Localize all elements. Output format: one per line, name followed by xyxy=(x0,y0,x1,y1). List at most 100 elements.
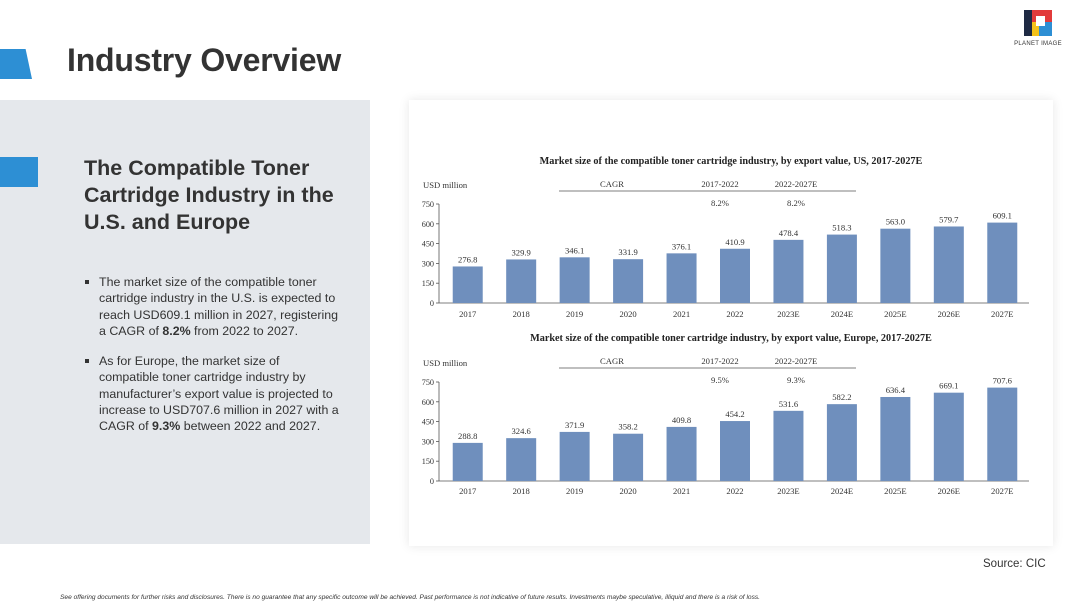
bar-value-label: 454.2 xyxy=(725,409,744,419)
charts-canvas: Market size of the compatible toner cart… xyxy=(422,156,1029,496)
bar-2022 xyxy=(720,421,750,481)
bar-2024E xyxy=(826,404,857,481)
y-tick-label: 150 xyxy=(422,279,434,288)
bullet-europe-text: As for Europe, the market size of compat… xyxy=(99,354,339,434)
bar-2027E xyxy=(987,387,1018,481)
y-tick-label: 750 xyxy=(422,378,434,387)
bullet-us-tail: from 2022 to 2027. xyxy=(190,323,299,338)
cagr-value-1: 8.2% xyxy=(787,198,805,208)
x-tick-label: 2019 xyxy=(566,486,583,496)
bar-2020 xyxy=(613,433,644,481)
bar-value-label: 410.9 xyxy=(725,237,744,247)
x-tick-label: 2024E xyxy=(831,486,853,496)
x-tick-label: 2023E xyxy=(777,309,799,319)
bar-2021 xyxy=(666,426,697,481)
bar-2019 xyxy=(559,257,590,303)
bar-value-label: 346.1 xyxy=(565,245,584,255)
x-tick-label: 2022 xyxy=(726,486,743,496)
bar-value-label: 409.8 xyxy=(672,415,691,425)
cagr-value-1: 9.3% xyxy=(787,375,805,385)
x-tick-label: 2027E xyxy=(991,309,1013,319)
bar-2017 xyxy=(452,266,483,303)
bullet-europe-tail: between 2022 and 2027. xyxy=(180,419,321,434)
disclaimer: See offering documents for further risks… xyxy=(60,594,761,601)
y-axis-label: USD million xyxy=(423,180,468,190)
x-tick-label: 2017 xyxy=(459,486,477,496)
cagr-period-1: 2022-2027E xyxy=(775,356,818,366)
section-accent-bar xyxy=(0,157,38,187)
bullet-us-text: The market size of the compatible toner … xyxy=(99,275,338,338)
bar-value-label: 324.6 xyxy=(512,426,532,436)
header-accent-bar xyxy=(0,49,32,79)
bar-value-label: 669.1 xyxy=(939,381,958,391)
cagr-label: CAGR xyxy=(600,179,624,189)
cagr-period-1: 2022-2027E xyxy=(775,179,818,189)
bar-2018 xyxy=(506,438,537,481)
bar-value-label: 636.4 xyxy=(886,385,906,395)
y-tick-label: 300 xyxy=(422,259,434,268)
x-tick-label: 2021 xyxy=(673,309,690,319)
x-tick-label: 2022 xyxy=(726,309,743,319)
x-tick-label: 2026E xyxy=(938,309,960,319)
bullet-us: The market size of the compatible toner … xyxy=(84,274,342,339)
x-tick-label: 2020 xyxy=(619,486,636,496)
y-tick-label: 0 xyxy=(430,299,434,308)
bar-2021 xyxy=(666,253,697,303)
bar-2027E xyxy=(987,222,1018,303)
cagr-value-0: 9.5% xyxy=(711,375,729,385)
cagr-period-0: 2017-2022 xyxy=(701,356,738,366)
bar-value-label: 478.4 xyxy=(779,228,799,238)
y-tick-label: 600 xyxy=(422,220,434,229)
bar-value-label: 579.7 xyxy=(939,214,959,224)
x-tick-label: 2026E xyxy=(938,486,960,496)
y-tick-label: 450 xyxy=(422,418,434,427)
summary-panel xyxy=(0,100,370,544)
bar-2026E xyxy=(933,226,964,303)
chart-title: Market size of the compatible toner cart… xyxy=(530,333,932,344)
x-tick-label: 2024E xyxy=(831,309,853,319)
bar-2018 xyxy=(506,259,537,303)
chart-card: Market size of the compatible toner cart… xyxy=(409,100,1053,546)
company-logo: PLANET IMAGE xyxy=(1010,8,1066,47)
y-axis-label: USD million xyxy=(423,358,468,368)
bar-value-label: 707.6 xyxy=(993,376,1013,386)
bar-2023E xyxy=(773,410,804,481)
y-tick-label: 150 xyxy=(422,457,434,466)
bar-2026E xyxy=(933,392,964,481)
summary-bullets: The market size of the compatible toner … xyxy=(84,274,342,449)
bar-2023E xyxy=(773,239,804,303)
x-tick-label: 2027E xyxy=(991,486,1013,496)
planet-image-logo-icon xyxy=(1024,10,1052,36)
bar-2022 xyxy=(720,248,750,303)
x-tick-label: 2021 xyxy=(673,486,690,496)
x-tick-label: 2019 xyxy=(566,309,583,319)
y-tick-label: 750 xyxy=(422,200,434,209)
source-note: Source: CIC xyxy=(983,558,1046,570)
y-tick-label: 600 xyxy=(422,398,434,407)
bullet-us-cagr: 8.2% xyxy=(162,323,191,338)
chart-title: Market size of the compatible toner cart… xyxy=(540,156,923,167)
bar-value-label: 331.9 xyxy=(618,247,637,257)
bar-value-label: 531.6 xyxy=(779,399,799,409)
bar-2024E xyxy=(826,234,857,303)
x-tick-label: 2023E xyxy=(777,486,799,496)
x-tick-label: 2018 xyxy=(513,309,530,319)
bar-2019 xyxy=(559,431,590,481)
bar-value-label: 358.2 xyxy=(618,422,637,432)
cagr-period-0: 2017-2022 xyxy=(701,179,738,189)
cagr-label: CAGR xyxy=(600,356,624,366)
x-tick-label: 2025E xyxy=(884,309,906,319)
y-tick-label: 300 xyxy=(422,437,434,446)
bar-value-label: 288.8 xyxy=(458,431,477,441)
bar-value-label: 371.9 xyxy=(565,420,584,430)
bar-2017 xyxy=(452,442,483,481)
section-heading: The Compatible Toner Cartridge Industry … xyxy=(84,156,334,234)
bar-value-label: 329.9 xyxy=(512,247,531,257)
x-tick-label: 2020 xyxy=(619,309,636,319)
x-tick-label: 2025E xyxy=(884,486,906,496)
bullet-europe-cagr: 9.3% xyxy=(152,419,181,434)
bar-value-label: 609.1 xyxy=(993,211,1012,221)
x-tick-label: 2017 xyxy=(459,309,477,319)
logo-text: PLANET IMAGE xyxy=(1014,41,1062,47)
bar-value-label: 376.1 xyxy=(672,241,691,251)
